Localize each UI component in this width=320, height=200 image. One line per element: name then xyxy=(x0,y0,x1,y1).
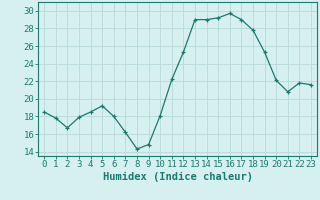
X-axis label: Humidex (Indice chaleur): Humidex (Indice chaleur) xyxy=(103,172,252,182)
